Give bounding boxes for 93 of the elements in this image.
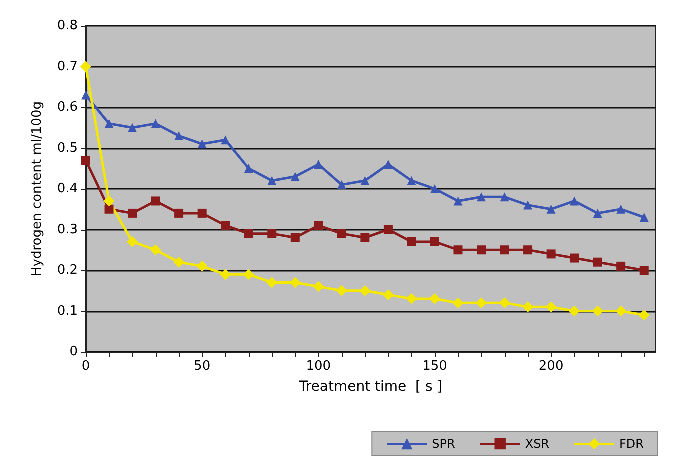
point bbox=[570, 254, 580, 263]
point bbox=[524, 246, 533, 255]
point bbox=[198, 140, 207, 149]
point bbox=[104, 204, 114, 214]
point bbox=[500, 246, 510, 255]
point bbox=[82, 156, 90, 165]
point bbox=[477, 246, 486, 255]
point bbox=[174, 132, 184, 141]
point bbox=[360, 233, 370, 242]
point bbox=[221, 221, 230, 230]
point bbox=[407, 176, 416, 186]
point bbox=[268, 229, 277, 238]
point bbox=[313, 281, 324, 292]
point bbox=[360, 176, 370, 186]
point bbox=[82, 90, 90, 100]
point bbox=[220, 269, 232, 280]
point bbox=[477, 192, 486, 202]
legend-label: FDR bbox=[620, 437, 644, 451]
point bbox=[244, 164, 254, 174]
point bbox=[593, 258, 602, 267]
point bbox=[616, 306, 627, 317]
point bbox=[174, 256, 185, 268]
x-tick-label: 50 bbox=[194, 359, 211, 374]
point bbox=[382, 289, 394, 300]
point bbox=[80, 61, 92, 72]
y-tick-label: 0.5 bbox=[57, 140, 78, 156]
y-tick-label: 0 bbox=[70, 344, 78, 360]
y-tick-label: 0.2 bbox=[57, 263, 78, 278]
point bbox=[104, 196, 115, 207]
point bbox=[406, 294, 418, 305]
point bbox=[243, 269, 254, 280]
point bbox=[127, 236, 138, 248]
point bbox=[151, 119, 160, 128]
point bbox=[638, 310, 650, 321]
point bbox=[592, 306, 604, 317]
point bbox=[266, 277, 278, 288]
point bbox=[593, 208, 602, 218]
x-tick-label: 0 bbox=[82, 359, 90, 374]
point bbox=[640, 213, 649, 222]
x-tick-label: 200 bbox=[538, 359, 564, 374]
point bbox=[198, 208, 207, 218]
point bbox=[384, 160, 393, 170]
point bbox=[616, 204, 626, 214]
point bbox=[314, 221, 324, 230]
point bbox=[454, 196, 463, 206]
point bbox=[221, 136, 230, 145]
point bbox=[430, 184, 440, 194]
point bbox=[429, 294, 440, 305]
point bbox=[500, 192, 510, 202]
point bbox=[499, 298, 510, 309]
x-tick-label: 100 bbox=[306, 359, 332, 374]
point bbox=[546, 204, 556, 214]
point bbox=[337, 229, 346, 238]
legend-label: SPR bbox=[432, 437, 456, 451]
point bbox=[360, 285, 371, 296]
point bbox=[546, 250, 556, 259]
point bbox=[336, 285, 348, 296]
x-axis-title: Treatment time [ s ] bbox=[298, 379, 443, 395]
point bbox=[196, 260, 208, 272]
point bbox=[524, 200, 533, 210]
point bbox=[104, 119, 114, 128]
point bbox=[570, 196, 580, 206]
point bbox=[454, 246, 463, 255]
point bbox=[407, 237, 416, 246]
point bbox=[290, 233, 300, 242]
y-tick-label: 0.7 bbox=[57, 59, 78, 74]
point bbox=[150, 244, 162, 256]
point bbox=[616, 262, 626, 271]
point bbox=[522, 302, 534, 313]
y-tick-label: 0.6 bbox=[57, 100, 78, 115]
point bbox=[128, 123, 138, 132]
point bbox=[640, 266, 649, 275]
point bbox=[476, 298, 488, 309]
point bbox=[546, 302, 557, 313]
y-tick-label: 0.1 bbox=[57, 304, 78, 319]
point bbox=[337, 180, 346, 190]
point bbox=[290, 277, 301, 288]
y-axis-title: Hydrogen content ml/100g bbox=[30, 102, 45, 276]
point bbox=[268, 176, 277, 186]
point bbox=[174, 208, 184, 218]
point bbox=[430, 237, 440, 246]
point bbox=[452, 298, 464, 309]
x-tick-label: 150 bbox=[422, 359, 448, 374]
point bbox=[244, 229, 254, 238]
y-tick-label: 0.8 bbox=[57, 18, 78, 34]
point bbox=[128, 208, 138, 218]
point bbox=[384, 225, 393, 234]
legend-label: XSR bbox=[525, 437, 550, 451]
y-tick-label: 0.3 bbox=[57, 222, 78, 238]
point bbox=[569, 306, 580, 317]
point bbox=[151, 196, 160, 206]
point bbox=[290, 172, 300, 182]
y-tick-label: 0.4 bbox=[57, 182, 78, 196]
